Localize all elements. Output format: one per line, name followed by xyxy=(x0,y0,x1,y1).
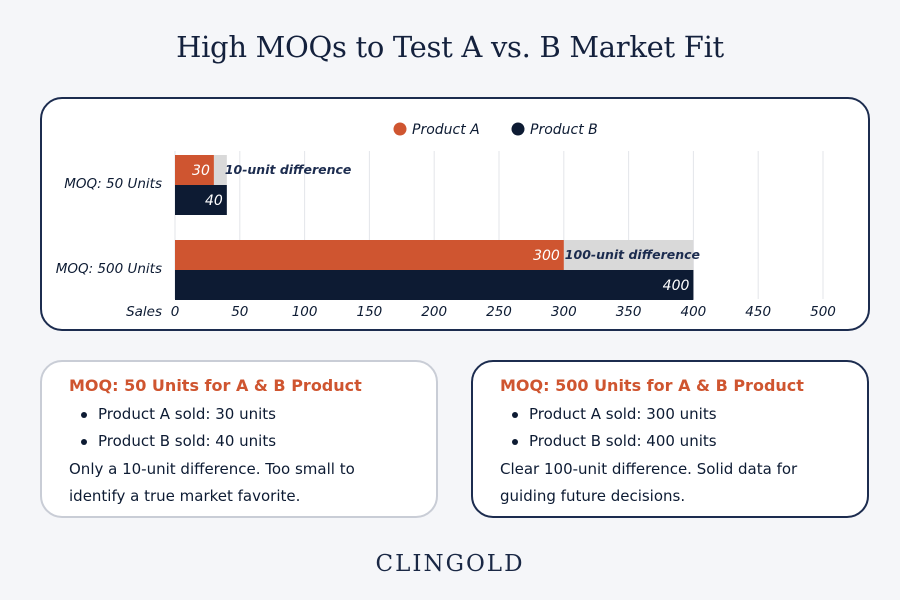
difference-bar xyxy=(213,155,227,185)
bar-chart: Product A Product B 30 40 10-unit difference… xyxy=(56,122,836,320)
info-card-list: Product A sold: 300 units Product B sold… xyxy=(512,401,867,455)
list-item: Product A sold: 300 units xyxy=(512,401,867,428)
difference-annotation: 100-unit difference xyxy=(565,247,700,262)
x-tick-label: 100 xyxy=(292,304,318,320)
difference-bar xyxy=(563,240,694,270)
info-card-summary: Only a 10-unit difference. Too small to … xyxy=(69,460,355,505)
data-label-product-b: 400 xyxy=(663,278,690,294)
category-label: MOQ: 50 Units xyxy=(64,176,162,192)
x-tick-label: 300 xyxy=(551,304,577,320)
data-label-product-b: 40 xyxy=(205,193,223,209)
x-tick-label: 0 xyxy=(171,304,180,320)
legend-label: Product A xyxy=(412,122,480,138)
list-item: Product B sold: 400 units xyxy=(512,428,867,455)
x-axis-label: Sales xyxy=(126,304,162,320)
list-item: Product B sold: 40 units xyxy=(81,428,436,455)
info-card-summary: Clear 100-unit difference. Solid data fo… xyxy=(500,460,798,505)
x-tick-label: 500 xyxy=(810,304,836,320)
data-label-product-a: 300 xyxy=(533,248,560,264)
chart-card: Product A Product B 30 40 10-unit difference… xyxy=(40,97,870,331)
legend-marker-product-a xyxy=(393,122,407,136)
page-title: High MOQs to Test A vs. B Market Fit xyxy=(176,30,724,64)
x-tick-label: 400 xyxy=(681,304,707,320)
x-tick-label: 200 xyxy=(421,304,447,320)
bar-product-b xyxy=(175,270,694,300)
data-label-product-a: 30 xyxy=(192,163,210,179)
info-card-moq-500: MOQ: 500 Units for A & B Product Product… xyxy=(471,360,869,518)
bar-product-a xyxy=(175,155,214,185)
info-card-moq-50: MOQ: 50 Units for A & B Product Product … xyxy=(40,360,438,518)
bar-product-a xyxy=(175,240,564,270)
bar-product-b xyxy=(175,185,227,215)
brand-logo: CLINGOLD xyxy=(375,551,525,577)
difference-annotation: 10-unit difference xyxy=(225,162,352,177)
list-item: Product A sold: 30 units xyxy=(81,401,436,428)
info-card-heading: MOQ: 500 Units for A & B Product xyxy=(500,376,804,395)
x-tick-label: 450 xyxy=(745,304,771,320)
legend-label: Product B xyxy=(530,122,598,138)
x-tick-label: 250 xyxy=(486,304,512,320)
info-card-heading: MOQ: 50 Units for A & B Product xyxy=(69,376,362,395)
x-tick-label: 50 xyxy=(231,304,248,320)
legend-marker-product-b xyxy=(511,122,525,136)
info-card-list: Product A sold: 30 units Product B sold:… xyxy=(81,401,436,455)
category-label: MOQ: 500 Units xyxy=(56,261,162,277)
x-tick-label: 350 xyxy=(616,304,642,320)
x-tick-label: 150 xyxy=(357,304,383,320)
